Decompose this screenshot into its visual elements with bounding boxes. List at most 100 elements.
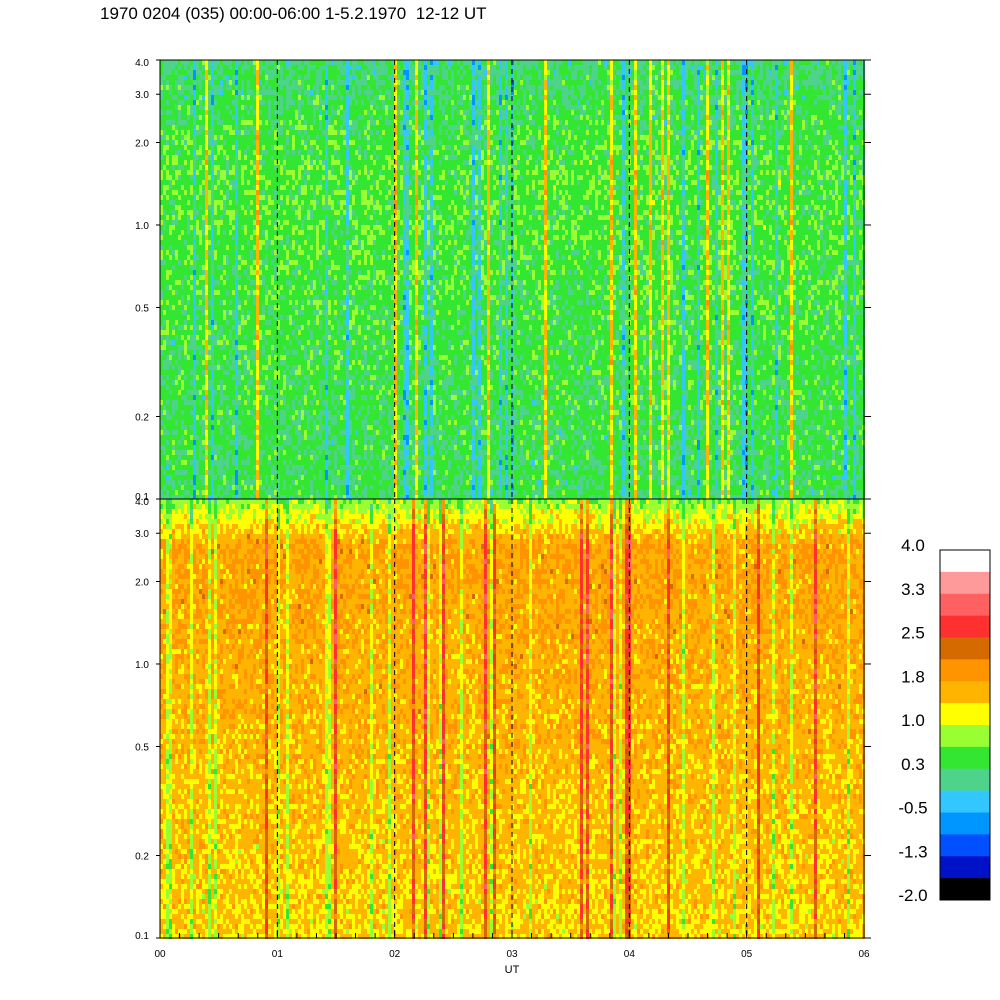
heatmap-cell	[181, 410, 184, 415]
heatmap-cell	[181, 295, 184, 300]
heatmap-cell	[259, 440, 262, 445]
heatmap-cell	[184, 230, 187, 235]
heatmap-cell	[172, 385, 175, 390]
heatmap-cell	[280, 100, 283, 105]
heatmap-cell	[250, 470, 253, 475]
heatmap-cell	[265, 360, 268, 365]
heatmap-cell	[268, 350, 271, 355]
heatmap-cell	[256, 370, 259, 375]
heatmap-cell	[208, 440, 211, 445]
heatmap-cell	[292, 245, 295, 250]
heatmap-cell	[235, 285, 238, 290]
heatmap-cell	[217, 140, 220, 145]
heatmap-cell	[217, 115, 220, 120]
heatmap-cell	[328, 285, 331, 290]
heatmap-cell	[283, 320, 286, 325]
heatmap-cell	[163, 470, 166, 475]
heatmap-cell	[289, 320, 292, 325]
heatmap-cell	[169, 170, 172, 175]
heatmap-cell	[265, 205, 268, 210]
heatmap-cell	[175, 160, 178, 165]
heatmap-cell	[238, 195, 241, 200]
heatmap-cell	[310, 400, 313, 405]
heatmap-cell	[310, 390, 313, 395]
heatmap-cell	[202, 270, 205, 275]
heatmap-cell	[325, 290, 328, 295]
heatmap-cell	[175, 320, 178, 325]
heatmap-cell	[184, 225, 187, 230]
heatmap-cell	[253, 200, 256, 205]
heatmap-cell	[316, 485, 319, 490]
heatmap-cell	[244, 105, 247, 110]
heatmap-cell	[190, 425, 193, 430]
heatmap-cell	[196, 335, 199, 340]
heatmap-cell	[166, 415, 169, 420]
heatmap-cell	[268, 115, 271, 120]
heatmap-cell	[295, 210, 298, 215]
heatmap-cell	[304, 470, 307, 475]
heatmap-cell	[175, 220, 178, 225]
heatmap-cell	[208, 260, 211, 265]
heatmap-cell	[283, 430, 286, 435]
heatmap-cell	[166, 365, 169, 370]
heatmap-cell	[229, 115, 232, 120]
heatmap-cell	[310, 435, 313, 440]
heatmap-cell	[232, 310, 235, 315]
heatmap-cell	[196, 275, 199, 280]
heatmap-cell	[241, 370, 244, 375]
heatmap-cell	[217, 150, 220, 155]
heatmap-cell	[184, 465, 187, 470]
heatmap-cell	[301, 325, 304, 330]
heatmap-cell	[232, 200, 235, 205]
heatmap-cell	[262, 65, 265, 70]
heatmap-cell	[256, 275, 259, 280]
heatmap-cell	[190, 65, 193, 70]
heatmap-cell	[211, 175, 214, 180]
heatmap-cell	[208, 480, 211, 485]
heatmap-cell	[175, 145, 178, 150]
heatmap-cell	[286, 320, 289, 325]
heatmap-cell	[199, 445, 202, 450]
heatmap-cell	[175, 480, 178, 485]
heatmap-cell	[271, 90, 274, 95]
heatmap-cell	[307, 75, 310, 80]
heatmap-cell	[205, 325, 208, 330]
heatmap-cell	[322, 115, 325, 120]
heatmap-cell	[220, 330, 223, 335]
heatmap-cell	[253, 220, 256, 225]
heatmap-cell	[304, 260, 307, 265]
heatmap-cell	[238, 60, 241, 65]
heatmap-cell	[196, 160, 199, 165]
heatmap-cell	[238, 140, 241, 145]
heatmap-cell	[268, 240, 271, 245]
heatmap-cell	[259, 395, 262, 400]
heatmap-cell	[247, 175, 250, 180]
heatmap-cell	[202, 450, 205, 455]
heatmap-cell	[319, 355, 322, 360]
heatmap-cell	[172, 225, 175, 230]
heatmap-cell	[172, 340, 175, 345]
heatmap-cell	[250, 450, 253, 455]
heatmap-cell	[304, 475, 307, 480]
heatmap-cell	[229, 125, 232, 130]
heatmap-cell	[208, 220, 211, 225]
heatmap-cell	[259, 160, 262, 165]
heatmap-cell	[289, 275, 292, 280]
heatmap-cell	[301, 330, 304, 335]
heatmap-cell	[190, 375, 193, 380]
heatmap-cell	[253, 295, 256, 300]
heatmap-cell	[184, 480, 187, 485]
heatmap-cell	[292, 85, 295, 90]
heatmap-cell	[163, 60, 166, 65]
heatmap-cell	[274, 360, 277, 365]
heatmap-cell	[244, 225, 247, 230]
heatmap-cell	[193, 90, 196, 95]
heatmap-cell	[208, 425, 211, 430]
heatmap-cell	[181, 255, 184, 260]
heatmap-cell	[268, 400, 271, 405]
heatmap-cell	[244, 470, 247, 475]
heatmap-cell	[316, 105, 319, 110]
heatmap-cell	[325, 80, 328, 85]
heatmap-cell	[274, 395, 277, 400]
heatmap-cell	[238, 65, 241, 70]
